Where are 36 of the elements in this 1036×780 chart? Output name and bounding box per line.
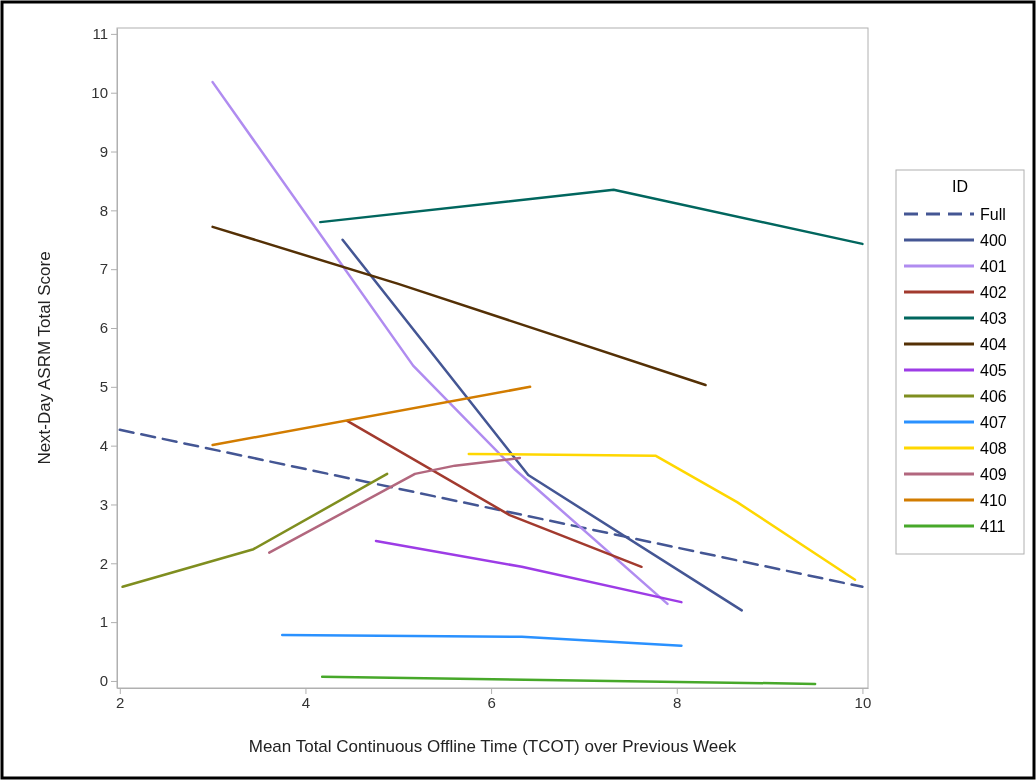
legend-label: 410 (980, 492, 1007, 509)
legend-label: 404 (980, 336, 1007, 353)
y-tick-label: 4 (99, 436, 108, 454)
legend-label: 409 (980, 466, 1007, 483)
y-tick-label: 8 (99, 201, 108, 219)
legend-title: ID (952, 178, 968, 195)
x-tick-label: 10 (854, 693, 872, 711)
legend-label: 401 (980, 258, 1007, 275)
legend-label: 403 (980, 310, 1007, 327)
y-tick-label: 11 (92, 25, 108, 43)
y-axis-title: Next-Day ASRM Total Score (35, 251, 54, 465)
legend-label: Full (980, 206, 1006, 223)
legend-label: 407 (980, 414, 1007, 431)
y-tick-label: 10 (91, 84, 108, 102)
x-tick-label: 4 (301, 693, 311, 711)
line-series (267, 456, 522, 554)
y-tick-label: 1 (99, 613, 108, 631)
y-tick-label: 5 (99, 378, 108, 396)
line-series (467, 452, 857, 582)
legend-label: 408 (980, 440, 1007, 457)
line-series (211, 80, 669, 606)
x-tick-label: 2 (116, 693, 125, 711)
y-tick-label: 3 (99, 495, 108, 513)
y-tick-label: 6 (99, 319, 108, 337)
y-tick-label: 9 (99, 142, 108, 160)
legend-label: 411 (980, 518, 1006, 535)
legend-label: 405 (980, 362, 1007, 379)
legend-label: 406 (980, 388, 1007, 405)
legend-label: 400 (980, 232, 1007, 249)
legend-label: 402 (980, 284, 1007, 301)
x-tick-label: 6 (487, 693, 496, 711)
x-axis-title: Mean Total Continuous Offline Time (TCOT) over Previous Week (248, 737, 737, 756)
y-tick-label: 2 (99, 554, 108, 572)
y-tick-label: 7 (99, 260, 108, 278)
x-tick-label: 8 (673, 693, 682, 711)
y-tick-label: 0 (99, 672, 108, 690)
